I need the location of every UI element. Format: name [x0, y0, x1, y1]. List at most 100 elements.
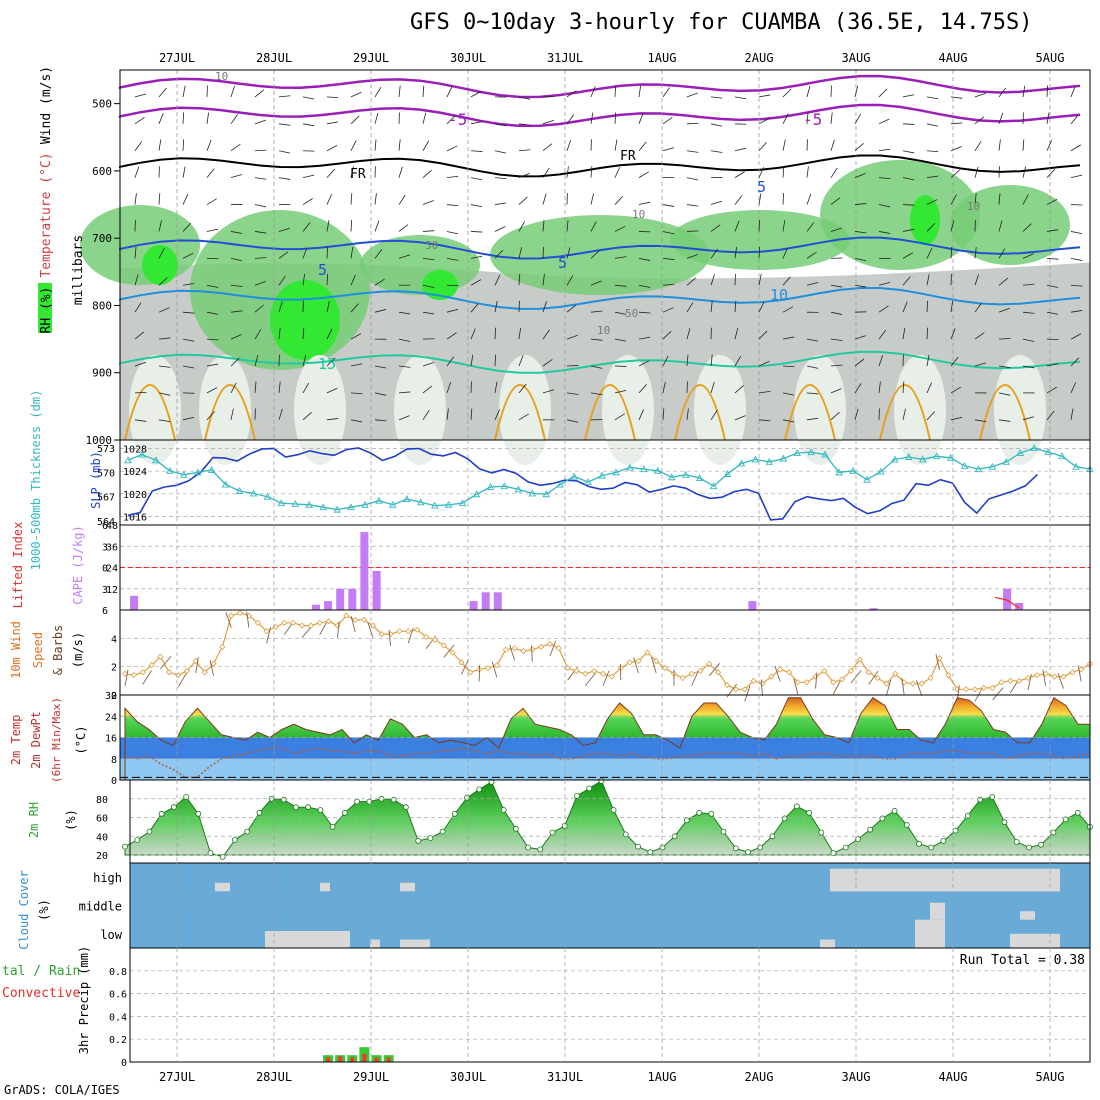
- wind-barb: [590, 112, 594, 124]
- rh-point: [586, 785, 593, 792]
- wind-barb: [302, 412, 312, 421]
- wind-barb: [398, 166, 403, 178]
- wind10m-barb: [633, 657, 639, 674]
- wind10m-barb: [367, 621, 374, 638]
- wind-speed-point: [431, 636, 438, 643]
- date-label-bottom: 27JUL: [159, 1070, 195, 1084]
- temp-label-3: (6hr Min/Max): [50, 697, 63, 783]
- wind-barb: [1070, 333, 1082, 340]
- wind-barb: [830, 364, 843, 367]
- wind-barb: [278, 251, 289, 259]
- thickness-point: [807, 448, 815, 456]
- thickness-point: [779, 454, 788, 462]
- wind-speed-point: [538, 643, 545, 650]
- wind-speed-point: [892, 670, 899, 677]
- wind-barb: [278, 123, 291, 126]
- wind-barb: [902, 252, 914, 259]
- temp-contour-20-5: [784, 384, 836, 441]
- wind-barb: [638, 231, 651, 233]
- footer-credit: GrADS: COLA/IGES: [4, 1083, 120, 1097]
- wind-speed-point: [484, 665, 492, 672]
- precip-convective-bar: [326, 1057, 331, 1062]
- wind-speed-point: [555, 645, 562, 652]
- cape-bar: [869, 608, 878, 610]
- rh-shading-clear-0: [129, 355, 181, 465]
- wind-barb: [566, 304, 577, 313]
- wind-speed-point: [909, 680, 917, 687]
- wind-barb: [662, 257, 675, 260]
- cape-bar: [311, 604, 320, 610]
- wind-speed-point: [130, 672, 137, 679]
- cape-bar: [130, 595, 139, 610]
- wind-barb: [350, 193, 353, 205]
- wind-speed-point: [263, 628, 270, 635]
- wind-barb: [518, 355, 524, 367]
- wind-barb: [158, 392, 171, 396]
- wind-barb: [782, 419, 795, 423]
- thickness-point: [988, 462, 997, 470]
- wind-speed-point: [183, 667, 191, 674]
- rh-point: [207, 850, 214, 856]
- rh-tick-2: 60: [96, 814, 108, 825]
- contour-label-4: 5: [757, 178, 766, 196]
- ylabel-millibars: millibars: [71, 235, 86, 305]
- contour-label-11: 50: [425, 239, 438, 252]
- wind-barb: [758, 301, 765, 313]
- rh-point: [879, 815, 886, 822]
- precip-run-total: Run Total = 0.38: [960, 953, 1085, 968]
- wind-barb: [134, 302, 142, 313]
- wind-barb: [470, 255, 483, 259]
- wind10m-barb: [885, 679, 892, 696]
- wind-barb: [974, 419, 987, 423]
- wind-barb: [902, 301, 908, 313]
- y-tick-label: 800: [92, 299, 112, 312]
- wind-barb: [974, 140, 982, 151]
- wind-speed-point: [440, 642, 447, 649]
- wind-barb: [686, 408, 689, 420]
- wind-barb: [662, 177, 675, 179]
- wind-barb: [806, 338, 819, 342]
- thickness-point: [193, 468, 202, 476]
- wind-barb: [998, 220, 1003, 232]
- wind-barb: [374, 392, 387, 396]
- wind-barb: [134, 93, 147, 98]
- wind-speed-point: [493, 662, 500, 669]
- lifted-label: Lifted Index: [11, 522, 25, 609]
- rh-point: [732, 845, 739, 852]
- rh-point: [488, 779, 495, 785]
- wind-barb: [686, 277, 697, 286]
- rh-point: [427, 835, 434, 841]
- precip-convective-bar: [362, 1054, 367, 1062]
- wind-barb: [926, 96, 939, 100]
- thickness-point: [891, 455, 899, 463]
- wind-barb: [254, 381, 257, 393]
- rh-point: [402, 804, 409, 811]
- wind-barb: [1070, 114, 1079, 125]
- thickness-point: [877, 467, 885, 475]
- wind-barb: [566, 334, 578, 340]
- wind-barb: [1070, 204, 1083, 206]
- wind10m-barb: [673, 669, 675, 686]
- thickness-point: [180, 470, 188, 478]
- wind-barb: [446, 145, 458, 152]
- wind-barb: [590, 338, 603, 341]
- wind-barb: [470, 204, 483, 208]
- thickness-point: [946, 453, 955, 461]
- wind-barb: [302, 174, 315, 179]
- thickness-point: [765, 457, 774, 465]
- wind10m-barb: [602, 670, 610, 686]
- wind-barb: [158, 337, 171, 340]
- lifted-tick-4: 6: [102, 606, 108, 617]
- rh-point: [855, 836, 861, 842]
- rh-point: [977, 796, 983, 803]
- cloud-patch-2: [400, 939, 430, 948]
- cape-bar: [469, 601, 478, 610]
- wind10m-barb: [319, 620, 328, 635]
- wind10m-barb: [388, 629, 392, 647]
- wind-barb: [758, 94, 771, 98]
- date-label-top: 30JUL: [450, 51, 486, 65]
- wind-barb: [182, 283, 195, 286]
- wind-barb: [590, 365, 603, 369]
- rh-point: [757, 844, 764, 851]
